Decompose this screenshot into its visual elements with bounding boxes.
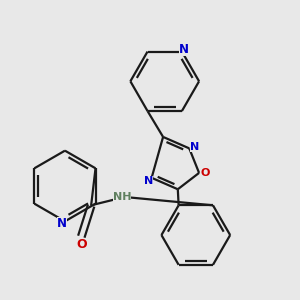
Text: N: N: [144, 176, 153, 186]
Text: O: O: [76, 238, 87, 251]
Text: N: N: [178, 44, 188, 56]
Text: N: N: [190, 142, 199, 152]
Text: NH: NH: [113, 192, 131, 203]
Text: N: N: [57, 218, 67, 230]
Text: O: O: [201, 168, 210, 178]
